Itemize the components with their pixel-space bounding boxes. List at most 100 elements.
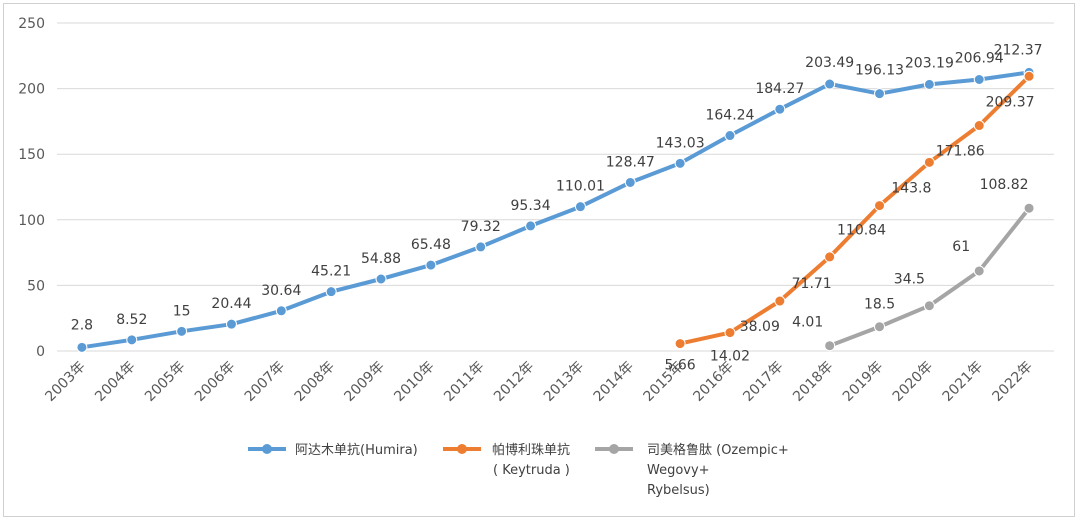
data-label: 34.5 <box>894 272 925 288</box>
data-label: 54.88 <box>361 251 401 267</box>
y-tick-label: 50 <box>27 278 45 294</box>
data-point <box>923 300 935 312</box>
series-line-1 <box>678 74 1032 346</box>
data-label: 143.8 <box>891 180 931 196</box>
data-point <box>874 88 886 100</box>
legend-label: ( Keytruda ) <box>493 463 570 478</box>
series-line-0 <box>79 70 1032 350</box>
data-label: 184.27 <box>755 81 804 97</box>
data-point <box>923 156 935 168</box>
x-tick-label: 2006年 <box>192 359 238 405</box>
data-label: 79.32 <box>461 219 501 235</box>
x-tick-label: 2009年 <box>341 359 387 405</box>
data-label: 95.34 <box>511 198 551 214</box>
legend-label: Rybelsus) <box>647 483 710 498</box>
y-tick-label: 0 <box>36 344 45 360</box>
data-label: 206.94 <box>955 50 1004 66</box>
x-tick-label: 2005年 <box>142 359 188 405</box>
data-label: 71.71 <box>792 276 832 292</box>
data-label: 196.13 <box>855 63 904 79</box>
data-point <box>176 325 188 337</box>
y-tick-label: 100 <box>18 213 45 229</box>
data-point <box>624 176 636 188</box>
data-point <box>674 338 686 350</box>
chart-frame <box>3 3 1075 517</box>
legend-label: 帕博利珠单抗 <box>492 443 570 458</box>
data-point <box>824 78 836 90</box>
legend-label: 司美格鲁肽 (Ozempic+ <box>647 442 789 458</box>
data-label: 143.03 <box>656 135 705 151</box>
x-tick-label: 2014年 <box>591 359 637 405</box>
data-point <box>973 265 985 277</box>
x-tick-label: 2012年 <box>491 359 537 405</box>
data-point <box>325 286 337 298</box>
legend-marker-1 <box>457 444 467 454</box>
data-point <box>674 157 686 169</box>
data-label: 110.84 <box>837 223 886 239</box>
data-point <box>874 200 886 212</box>
data-point <box>475 241 487 253</box>
data-point <box>525 220 537 232</box>
data-label: 4.01 <box>792 315 823 331</box>
data-label: 110.01 <box>556 179 605 195</box>
data-point <box>874 321 886 333</box>
data-label: 38.09 <box>740 319 780 335</box>
data-point <box>574 201 586 213</box>
x-tick-label: 2018年 <box>790 359 836 405</box>
data-label: 203.49 <box>805 55 854 71</box>
data-point <box>973 73 985 85</box>
x-tick-label: 2010年 <box>391 359 437 405</box>
x-tick-label: 2003年 <box>42 359 88 405</box>
x-tick-label: 2022年 <box>989 359 1035 405</box>
data-point <box>76 341 88 353</box>
data-label: 18.5 <box>864 297 895 313</box>
x-tick-label: 2019年 <box>840 359 886 405</box>
y-tick-label: 150 <box>18 147 45 163</box>
data-point <box>425 259 437 271</box>
data-label: 171.86 <box>936 144 985 160</box>
data-label: 14.02 <box>710 349 750 365</box>
x-tick-label: 2013年 <box>541 359 587 405</box>
data-label: 30.64 <box>261 283 301 299</box>
legend-marker-2 <box>609 444 619 454</box>
data-label: 5.66 <box>665 358 696 374</box>
data-point <box>824 251 836 263</box>
data-label: 164.24 <box>705 108 754 124</box>
data-point <box>1023 202 1035 214</box>
data-label: 61 <box>952 239 970 255</box>
x-tick-label: 2011年 <box>441 359 487 405</box>
data-label: 209.37 <box>986 94 1035 110</box>
x-tick-label: 2007年 <box>242 359 288 405</box>
data-label: 15 <box>173 303 191 319</box>
data-point <box>973 120 985 132</box>
data-point <box>375 273 387 285</box>
x-tick-label: 2008年 <box>292 359 338 405</box>
legend-marker-0 <box>262 444 272 454</box>
data-label: 45.21 <box>311 264 351 280</box>
legend-label: 阿达木单抗(Humira) <box>295 443 418 458</box>
data-point <box>225 318 237 330</box>
data-point <box>1023 70 1035 82</box>
x-tick-label: 2020年 <box>890 359 936 405</box>
data-label: 128.47 <box>606 154 655 170</box>
x-tick-label: 2021年 <box>940 359 986 405</box>
data-label: 8.52 <box>116 312 147 328</box>
x-tick-label: 2004年 <box>92 359 138 405</box>
data-label: 65.48 <box>411 237 451 253</box>
y-tick-label: 250 <box>18 16 45 32</box>
x-tick-label: 2016年 <box>690 359 736 405</box>
legend-label: Wegovy+ <box>647 463 710 478</box>
data-point <box>824 340 836 352</box>
data-point <box>724 327 736 339</box>
data-label: 20.44 <box>211 296 251 312</box>
data-point <box>275 305 287 317</box>
data-point <box>923 78 935 90</box>
data-point <box>126 334 138 346</box>
data-point <box>774 295 786 307</box>
data-label: 108.82 <box>980 177 1029 193</box>
data-label: 203.19 <box>905 55 954 71</box>
data-point <box>774 103 786 115</box>
y-tick-label: 200 <box>18 82 45 98</box>
data-label: 212.37 <box>994 42 1043 58</box>
